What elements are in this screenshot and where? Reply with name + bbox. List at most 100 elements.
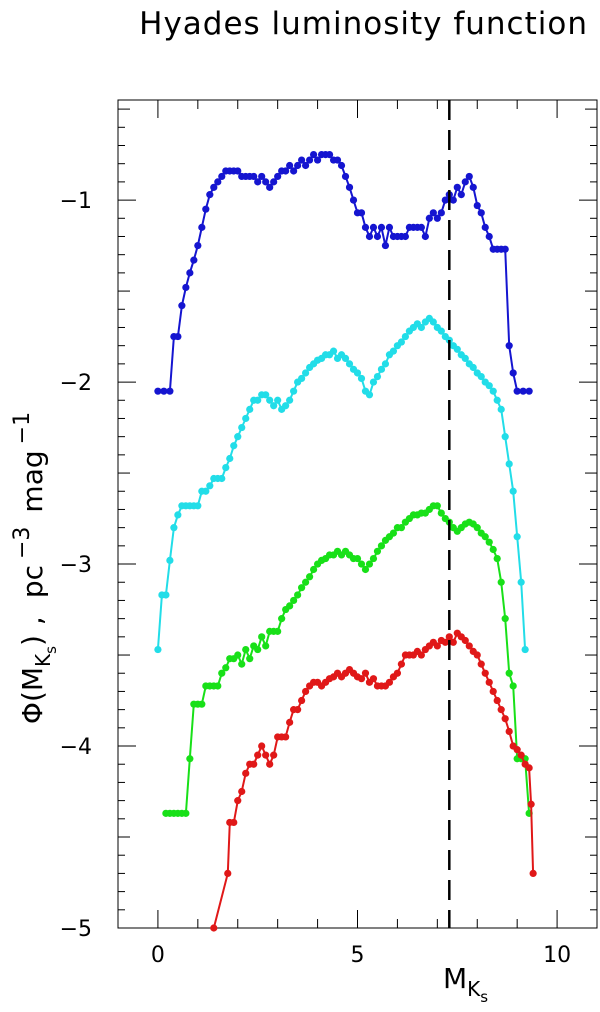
- series-4: [210, 629, 537, 932]
- data-point: [306, 573, 314, 581]
- y-tick-label: −1: [60, 189, 92, 214]
- data-point: [509, 682, 517, 690]
- data-point: [493, 696, 501, 705]
- data-point: [377, 542, 386, 550]
- y-tick-label: −3: [60, 553, 92, 578]
- data-point: [154, 387, 162, 395]
- data-point: [489, 387, 497, 395]
- data-point: [270, 178, 278, 186]
- data-point: [210, 924, 218, 932]
- data-point: [170, 524, 178, 532]
- data-point: [294, 591, 302, 599]
- data-point: [393, 669, 402, 677]
- data-point: [485, 232, 493, 241]
- data-point: [234, 651, 242, 659]
- data-point: [433, 214, 441, 222]
- x-tick-label: 10: [543, 943, 571, 968]
- data-point: [194, 502, 202, 510]
- data-point: [513, 533, 521, 541]
- y-tick-label: −4: [60, 735, 92, 760]
- data-point: [298, 156, 306, 164]
- data-point: [154, 645, 162, 654]
- data-point: [437, 327, 445, 335]
- data-point: [258, 172, 266, 181]
- data-point: [278, 615, 286, 623]
- chart-title: Hyades luminosity function: [139, 6, 588, 42]
- data-point: [250, 760, 258, 768]
- data-point: [282, 402, 290, 410]
- data-point: [525, 764, 533, 772]
- data-point: [309, 565, 318, 574]
- data-point: [465, 172, 473, 181]
- data-point: [377, 223, 386, 231]
- data-point: [361, 669, 370, 677]
- data-point: [302, 161, 310, 170]
- data-point: [497, 405, 505, 413]
- data-point: [234, 167, 242, 175]
- data-point: [357, 560, 366, 568]
- data-point: [497, 706, 505, 714]
- x-axis-label: MKs: [443, 962, 488, 1006]
- data-point: [238, 787, 246, 796]
- data-point: [290, 596, 298, 605]
- data-point: [238, 423, 246, 432]
- x-tick-label: 0: [151, 943, 165, 968]
- data-point: [457, 191, 465, 199]
- data-point: [302, 578, 310, 586]
- data-point: [274, 627, 282, 635]
- data-point: [465, 642, 473, 650]
- data-point: [302, 687, 310, 696]
- data-point: [489, 545, 497, 554]
- data-point: [381, 241, 390, 250]
- data-point: [282, 733, 290, 741]
- data-point: [178, 302, 186, 310]
- data-point: [345, 360, 354, 368]
- x-tick-label: 5: [351, 943, 365, 968]
- data-point: [174, 511, 182, 519]
- data-point: [473, 524, 481, 532]
- data-point: [166, 387, 174, 395]
- data-point: [527, 800, 535, 808]
- data-point: [461, 178, 469, 186]
- data-point: [441, 638, 449, 646]
- data-point: [341, 354, 350, 363]
- data-point: [274, 172, 282, 181]
- data-point: [461, 636, 469, 645]
- data-point: [294, 161, 302, 170]
- data-point: [433, 502, 441, 510]
- data-point: [437, 209, 445, 217]
- series-2: [154, 314, 529, 654]
- data-point: [224, 869, 232, 878]
- axes: 0 5 10 −1 −2 −3 −4 −5: [60, 99, 598, 968]
- data-point: [357, 374, 366, 383]
- data-point: [210, 183, 218, 191]
- data-point: [190, 256, 198, 264]
- data-point: [521, 645, 529, 654]
- data-point: [298, 584, 306, 592]
- data-point: [453, 183, 461, 191]
- data-point: [477, 209, 485, 217]
- data-point: [381, 360, 390, 368]
- data-point: [160, 387, 168, 395]
- series-1: [154, 150, 533, 395]
- plot-frame: [117, 99, 598, 929]
- data-point: [369, 223, 378, 231]
- data-point: [469, 183, 477, 191]
- data-point: [481, 533, 489, 541]
- data-point: [477, 373, 485, 381]
- data-point: [517, 578, 525, 586]
- data-point: [313, 156, 322, 164]
- data-point: [369, 675, 378, 683]
- data-point: [266, 183, 274, 191]
- data-point: [401, 332, 409, 341]
- data-point: [417, 323, 425, 332]
- data-point: [198, 223, 206, 231]
- data-point: [369, 378, 378, 386]
- data-point: [270, 751, 278, 759]
- series-group: [154, 150, 537, 932]
- data-point: [493, 554, 501, 563]
- data-point: [461, 354, 469, 363]
- data-point: [302, 369, 310, 377]
- data-point: [214, 682, 222, 690]
